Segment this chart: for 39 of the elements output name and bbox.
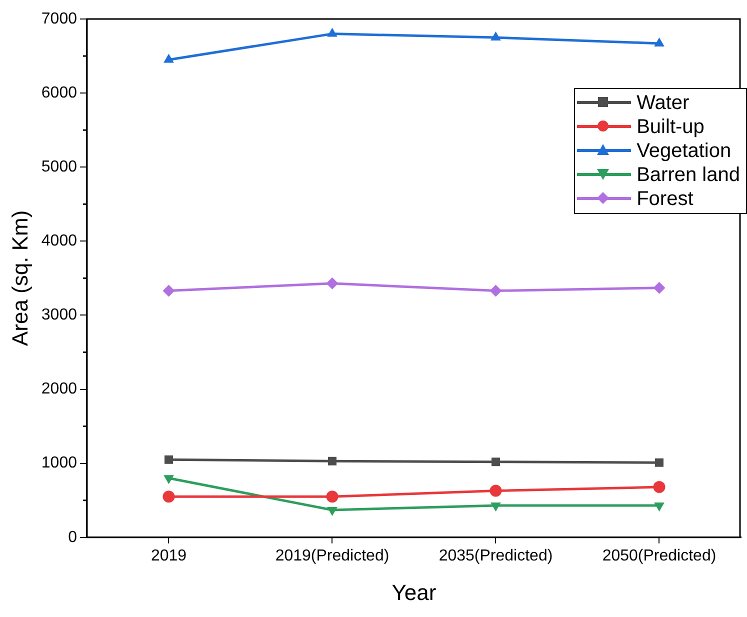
point <box>328 456 336 466</box>
y-tick-label: 5000 <box>41 158 78 176</box>
point <box>162 490 175 503</box>
legend-label: Barren land <box>636 164 740 186</box>
point <box>653 282 666 294</box>
x-tick-label: 2019(Predicted) <box>275 547 390 564</box>
point <box>164 455 173 464</box>
point <box>490 32 501 41</box>
x-tick-label: 2019 <box>150 547 187 564</box>
point <box>327 507 338 516</box>
y-tick-label: 4000 <box>41 232 78 250</box>
point <box>490 284 502 297</box>
point <box>326 490 338 503</box>
point <box>164 54 174 63</box>
y-tick-label: 3000 <box>41 306 78 324</box>
y-tick-label: 7000 <box>41 10 78 28</box>
point <box>653 481 666 494</box>
point <box>654 37 664 46</box>
y-tick-label: 6000 <box>41 84 78 102</box>
x-tick-label: 2035(Predicted) <box>438 547 553 564</box>
y-axis-title: Area (sq. Km) <box>7 210 32 346</box>
x-axis-title: Year <box>392 580 436 605</box>
legend-label: Built-up <box>636 116 704 138</box>
point <box>492 458 500 466</box>
x-tick-label: 2050(Predicted) <box>602 547 716 564</box>
point <box>655 458 664 467</box>
point <box>490 484 502 497</box>
legend-label: Water <box>636 92 690 114</box>
y-tick-label: 0 <box>68 528 78 546</box>
y-tick-label: 1000 <box>41 454 78 472</box>
point <box>490 502 501 512</box>
point <box>162 284 175 297</box>
point <box>164 475 174 484</box>
point <box>326 277 338 290</box>
point <box>654 502 664 512</box>
y-tick-label: 2000 <box>41 380 78 398</box>
legend-label: Vegetation <box>636 140 732 162</box>
point <box>327 28 338 37</box>
legend-label: Forest <box>636 188 694 210</box>
